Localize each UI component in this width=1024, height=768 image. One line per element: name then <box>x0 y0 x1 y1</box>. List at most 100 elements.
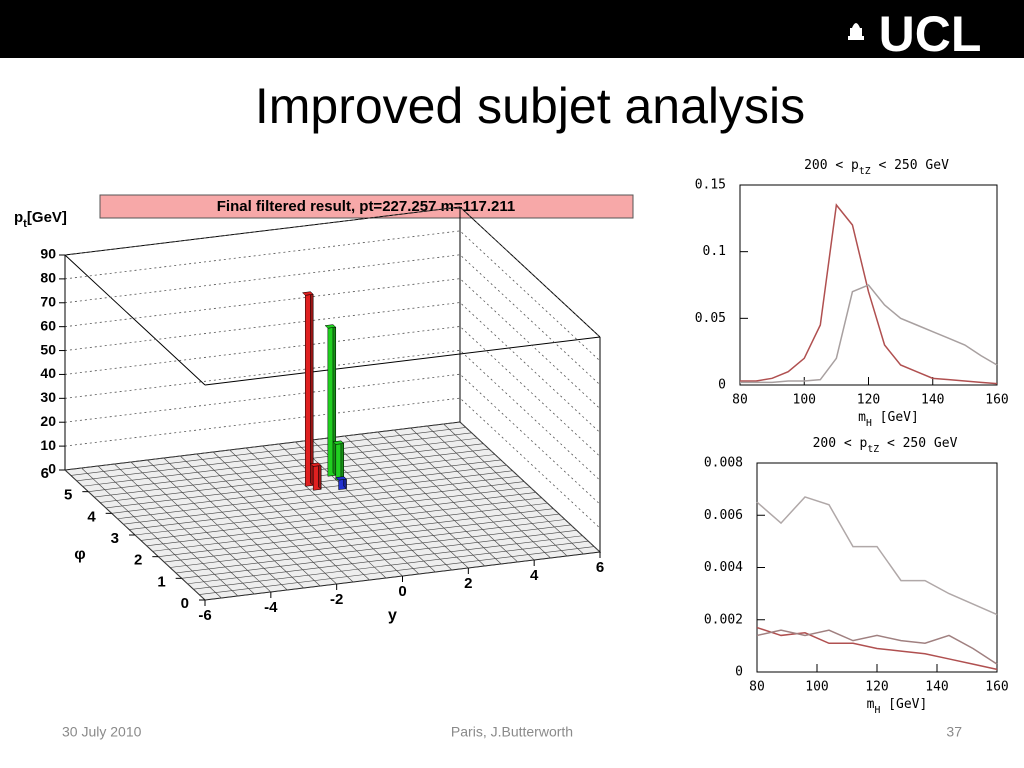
z-grid-line <box>64 349 601 481</box>
z-tick-label: 30 <box>40 389 56 405</box>
tower <box>324 324 337 477</box>
tower-side-shade <box>318 462 322 490</box>
y-tick-label: 0.15 <box>695 178 726 193</box>
z-grid-line <box>64 421 601 553</box>
y-axis-label: φ <box>74 546 85 563</box>
x-axis-label-part: m <box>867 697 875 712</box>
x-tick-label: 0 <box>398 583 406 600</box>
series-line <box>740 203 998 385</box>
y-tick-label: 0.006 <box>704 508 743 523</box>
z-grid-line <box>64 278 601 409</box>
tower-side-shade <box>340 440 344 480</box>
z-tick-label: 90 <box>40 246 56 262</box>
tower-side-shade <box>310 291 314 486</box>
x-tick-label: 80 <box>732 393 748 408</box>
x-axis-label: mH [GeV] <box>858 410 919 429</box>
z-axis-label-part: t <box>23 218 27 230</box>
series-line <box>740 284 998 384</box>
z-grid-line <box>64 326 601 457</box>
tower-top <box>332 440 345 445</box>
tower <box>301 291 314 487</box>
x-tick-label: 100 <box>793 393 816 408</box>
series-line <box>756 629 998 665</box>
floor-grid <box>459 421 601 553</box>
tower-top <box>335 476 348 481</box>
z-tick-label: 20 <box>40 413 56 429</box>
plot-title-part: tZ <box>867 444 879 455</box>
series-line <box>756 496 998 616</box>
x-tick-label: -2 <box>330 591 343 608</box>
x-axis-label-part: [GeV] <box>872 410 919 425</box>
slide-title: Improved subjet analysis <box>255 78 805 134</box>
x-tick-label: 120 <box>865 680 888 695</box>
box-edge <box>459 206 601 338</box>
plot-title-part: tZ <box>859 166 871 177</box>
plot-title: 200 < ptZ < 250 GeV <box>813 436 958 455</box>
plot-title: 200 < ptZ < 250 GeV <box>804 158 949 177</box>
y-tick-label: 0 <box>181 595 189 612</box>
y-tick-label: 0 <box>735 665 743 680</box>
x-tick-label: 80 <box>749 680 765 695</box>
logo-icon <box>848 23 864 40</box>
x-axis-label-part: [GeV] <box>880 697 927 712</box>
floor-grid <box>410 427 551 559</box>
x-tick-label: 140 <box>921 393 944 408</box>
y-tick-label: 2 <box>134 552 142 569</box>
z-axis-label: pt[GeV] <box>14 209 67 230</box>
y-tick-label: 0.002 <box>704 612 743 627</box>
x-tick-label: -6 <box>198 607 211 624</box>
y-tick-label: 5 <box>64 487 72 504</box>
footer-date: 30 July 2010 <box>62 724 142 740</box>
floor-grid <box>88 443 484 492</box>
tower-top <box>301 291 314 296</box>
y-tick-label: 0.1 <box>703 244 726 259</box>
x-axis-label-part: H <box>866 418 872 429</box>
x-tick-label: 160 <box>985 393 1008 408</box>
x-axis-label: y <box>388 607 397 624</box>
box-edge <box>204 336 601 386</box>
z-grid-line <box>64 302 601 433</box>
z-grid-line <box>64 397 601 529</box>
box-edge <box>64 254 206 386</box>
plot-title-part: 200 < p <box>813 436 868 451</box>
footer-author: Paris, J.Butterworth <box>451 724 573 740</box>
y-tick-label: 6 <box>41 465 49 482</box>
x-axis-label-part: H <box>874 705 880 716</box>
y-tick-label: 3 <box>111 530 119 547</box>
plot-title-part: < 250 GeV <box>879 436 957 451</box>
plot-frame <box>756 462 998 673</box>
z-grid-line <box>64 206 601 338</box>
y-tick-label: 0.05 <box>695 311 726 326</box>
y-tick-label: 1 <box>157 573 165 590</box>
x-tick-label: -4 <box>264 599 278 616</box>
tower <box>335 475 348 490</box>
tower <box>309 462 322 491</box>
logo-text: UCL <box>879 6 982 62</box>
z-axis-label-part: [GeV] <box>27 209 67 226</box>
x-axis-label-part: m <box>858 410 866 425</box>
z-tick-label: 80 <box>40 270 56 286</box>
x-axis-label: mH [GeV] <box>867 697 928 716</box>
footer-page: 37 <box>946 724 962 740</box>
floor-grid <box>76 432 472 482</box>
floor-grid <box>70 427 466 476</box>
header-bar <box>0 0 1024 58</box>
z-tick-label: 10 <box>40 437 56 453</box>
x-tick-label: 160 <box>985 680 1008 695</box>
floor-grid <box>426 425 568 557</box>
z-tick-label: 70 <box>40 293 56 309</box>
x-tick-label: 2 <box>464 575 472 592</box>
x-tick-label: 100 <box>805 680 828 695</box>
y-tick-label: 0.004 <box>704 560 743 575</box>
tower-top <box>324 324 337 329</box>
z-axis-label-part: p <box>14 209 23 226</box>
x-tick-label: 120 <box>857 393 880 408</box>
tower-side-shade <box>332 324 336 476</box>
z-tick-label: 60 <box>40 317 56 333</box>
y-tick-label: 0 <box>718 378 726 393</box>
x-tick-label: 4 <box>530 567 539 584</box>
floor-grid <box>82 437 478 487</box>
z-tick-label: 40 <box>40 365 56 381</box>
